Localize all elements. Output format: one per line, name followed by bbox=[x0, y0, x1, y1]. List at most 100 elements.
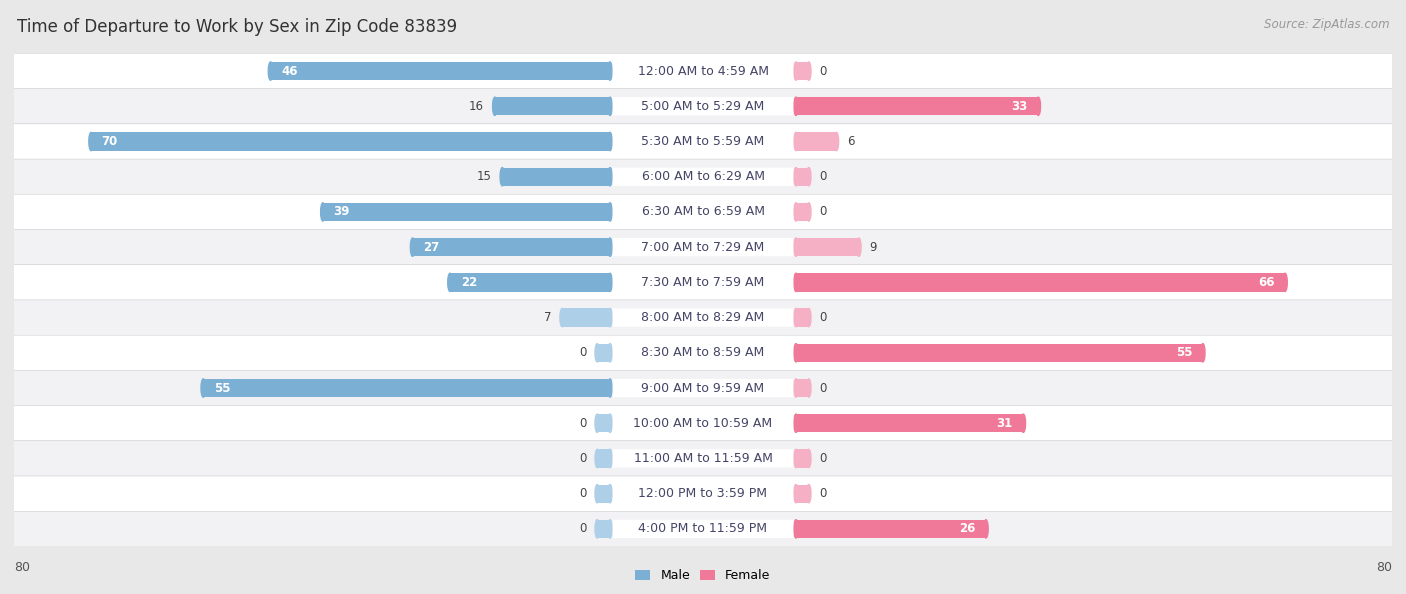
Circle shape bbox=[807, 379, 811, 397]
FancyBboxPatch shape bbox=[6, 194, 1400, 229]
Circle shape bbox=[560, 308, 564, 327]
FancyBboxPatch shape bbox=[613, 132, 793, 151]
FancyBboxPatch shape bbox=[613, 238, 793, 256]
Text: 33: 33 bbox=[1011, 100, 1028, 113]
Text: 10:00 AM to 10:59 AM: 10:00 AM to 10:59 AM bbox=[634, 417, 772, 429]
Text: 26: 26 bbox=[959, 522, 976, 535]
Bar bbox=[796, 62, 808, 80]
Bar bbox=[796, 520, 986, 538]
FancyBboxPatch shape bbox=[6, 53, 1400, 89]
Text: 7:00 AM to 7:29 AM: 7:00 AM to 7:29 AM bbox=[641, 241, 765, 254]
Text: 39: 39 bbox=[333, 206, 350, 219]
Bar bbox=[450, 273, 610, 292]
FancyBboxPatch shape bbox=[6, 265, 1400, 300]
FancyBboxPatch shape bbox=[613, 203, 793, 221]
Text: 7:30 AM to 7:59 AM: 7:30 AM to 7:59 AM bbox=[641, 276, 765, 289]
Circle shape bbox=[794, 62, 799, 80]
Bar bbox=[598, 414, 610, 432]
Text: 0: 0 bbox=[579, 522, 586, 535]
Text: 0: 0 bbox=[820, 381, 827, 394]
Text: 27: 27 bbox=[423, 241, 440, 254]
Circle shape bbox=[501, 168, 505, 186]
Legend: Male, Female: Male, Female bbox=[630, 564, 776, 587]
Bar bbox=[495, 97, 610, 115]
Circle shape bbox=[807, 62, 811, 80]
Circle shape bbox=[607, 62, 612, 80]
Circle shape bbox=[807, 168, 811, 186]
Text: 0: 0 bbox=[820, 206, 827, 219]
Bar bbox=[323, 203, 610, 221]
Circle shape bbox=[595, 344, 599, 362]
Text: 12:00 AM to 4:59 AM: 12:00 AM to 4:59 AM bbox=[637, 65, 769, 78]
Bar bbox=[796, 449, 808, 467]
FancyBboxPatch shape bbox=[613, 344, 793, 362]
FancyBboxPatch shape bbox=[6, 476, 1400, 511]
Circle shape bbox=[1282, 273, 1288, 292]
FancyBboxPatch shape bbox=[6, 300, 1400, 335]
Text: 11:00 AM to 11:59 AM: 11:00 AM to 11:59 AM bbox=[634, 452, 772, 465]
Circle shape bbox=[607, 97, 612, 115]
Circle shape bbox=[89, 132, 93, 151]
FancyBboxPatch shape bbox=[613, 168, 793, 186]
Text: 7: 7 bbox=[544, 311, 551, 324]
Text: 55: 55 bbox=[214, 381, 231, 394]
Text: 70: 70 bbox=[101, 135, 118, 148]
Text: Source: ZipAtlas.com: Source: ZipAtlas.com bbox=[1264, 18, 1389, 31]
Bar bbox=[796, 308, 808, 327]
FancyBboxPatch shape bbox=[613, 62, 793, 80]
FancyBboxPatch shape bbox=[6, 371, 1400, 406]
Circle shape bbox=[607, 344, 612, 362]
Text: 9: 9 bbox=[870, 241, 877, 254]
Circle shape bbox=[607, 308, 612, 327]
Circle shape bbox=[807, 203, 811, 221]
Text: 55: 55 bbox=[1175, 346, 1192, 359]
Bar bbox=[412, 238, 610, 256]
Circle shape bbox=[794, 168, 799, 186]
Text: 8:30 AM to 8:59 AM: 8:30 AM to 8:59 AM bbox=[641, 346, 765, 359]
FancyBboxPatch shape bbox=[6, 124, 1400, 159]
Circle shape bbox=[411, 238, 415, 256]
Bar bbox=[598, 449, 610, 467]
Text: 22: 22 bbox=[461, 276, 477, 289]
Bar bbox=[796, 168, 808, 186]
Circle shape bbox=[492, 97, 498, 115]
Bar bbox=[598, 485, 610, 503]
Circle shape bbox=[856, 238, 860, 256]
Bar bbox=[796, 203, 808, 221]
Text: 15: 15 bbox=[477, 170, 492, 183]
Bar bbox=[796, 379, 808, 397]
Text: 0: 0 bbox=[579, 452, 586, 465]
Circle shape bbox=[201, 379, 205, 397]
FancyBboxPatch shape bbox=[6, 406, 1400, 441]
FancyBboxPatch shape bbox=[613, 97, 793, 115]
Text: 0: 0 bbox=[579, 417, 586, 429]
FancyBboxPatch shape bbox=[6, 229, 1400, 265]
Text: 80: 80 bbox=[1376, 561, 1392, 574]
Text: 0: 0 bbox=[820, 487, 827, 500]
Text: 6: 6 bbox=[848, 135, 855, 148]
Bar bbox=[796, 344, 1202, 362]
Circle shape bbox=[607, 273, 612, 292]
Bar bbox=[91, 132, 610, 151]
FancyBboxPatch shape bbox=[613, 449, 793, 467]
Circle shape bbox=[1021, 414, 1025, 432]
Circle shape bbox=[834, 132, 838, 151]
Text: 4:00 PM to 11:59 PM: 4:00 PM to 11:59 PM bbox=[638, 522, 768, 535]
Circle shape bbox=[607, 168, 612, 186]
Circle shape bbox=[447, 273, 453, 292]
Bar bbox=[796, 97, 1038, 115]
Text: 6:00 AM to 6:29 AM: 6:00 AM to 6:29 AM bbox=[641, 170, 765, 183]
Circle shape bbox=[607, 203, 612, 221]
FancyBboxPatch shape bbox=[6, 441, 1400, 476]
Circle shape bbox=[595, 485, 599, 503]
Text: Time of Departure to Work by Sex in Zip Code 83839: Time of Departure to Work by Sex in Zip … bbox=[17, 18, 457, 36]
Text: 5:30 AM to 5:59 AM: 5:30 AM to 5:59 AM bbox=[641, 135, 765, 148]
Bar bbox=[598, 520, 610, 538]
FancyBboxPatch shape bbox=[6, 511, 1400, 546]
FancyBboxPatch shape bbox=[613, 485, 793, 503]
FancyBboxPatch shape bbox=[6, 335, 1400, 371]
Circle shape bbox=[595, 449, 599, 467]
Circle shape bbox=[321, 203, 325, 221]
Bar bbox=[796, 273, 1285, 292]
FancyBboxPatch shape bbox=[613, 273, 793, 292]
